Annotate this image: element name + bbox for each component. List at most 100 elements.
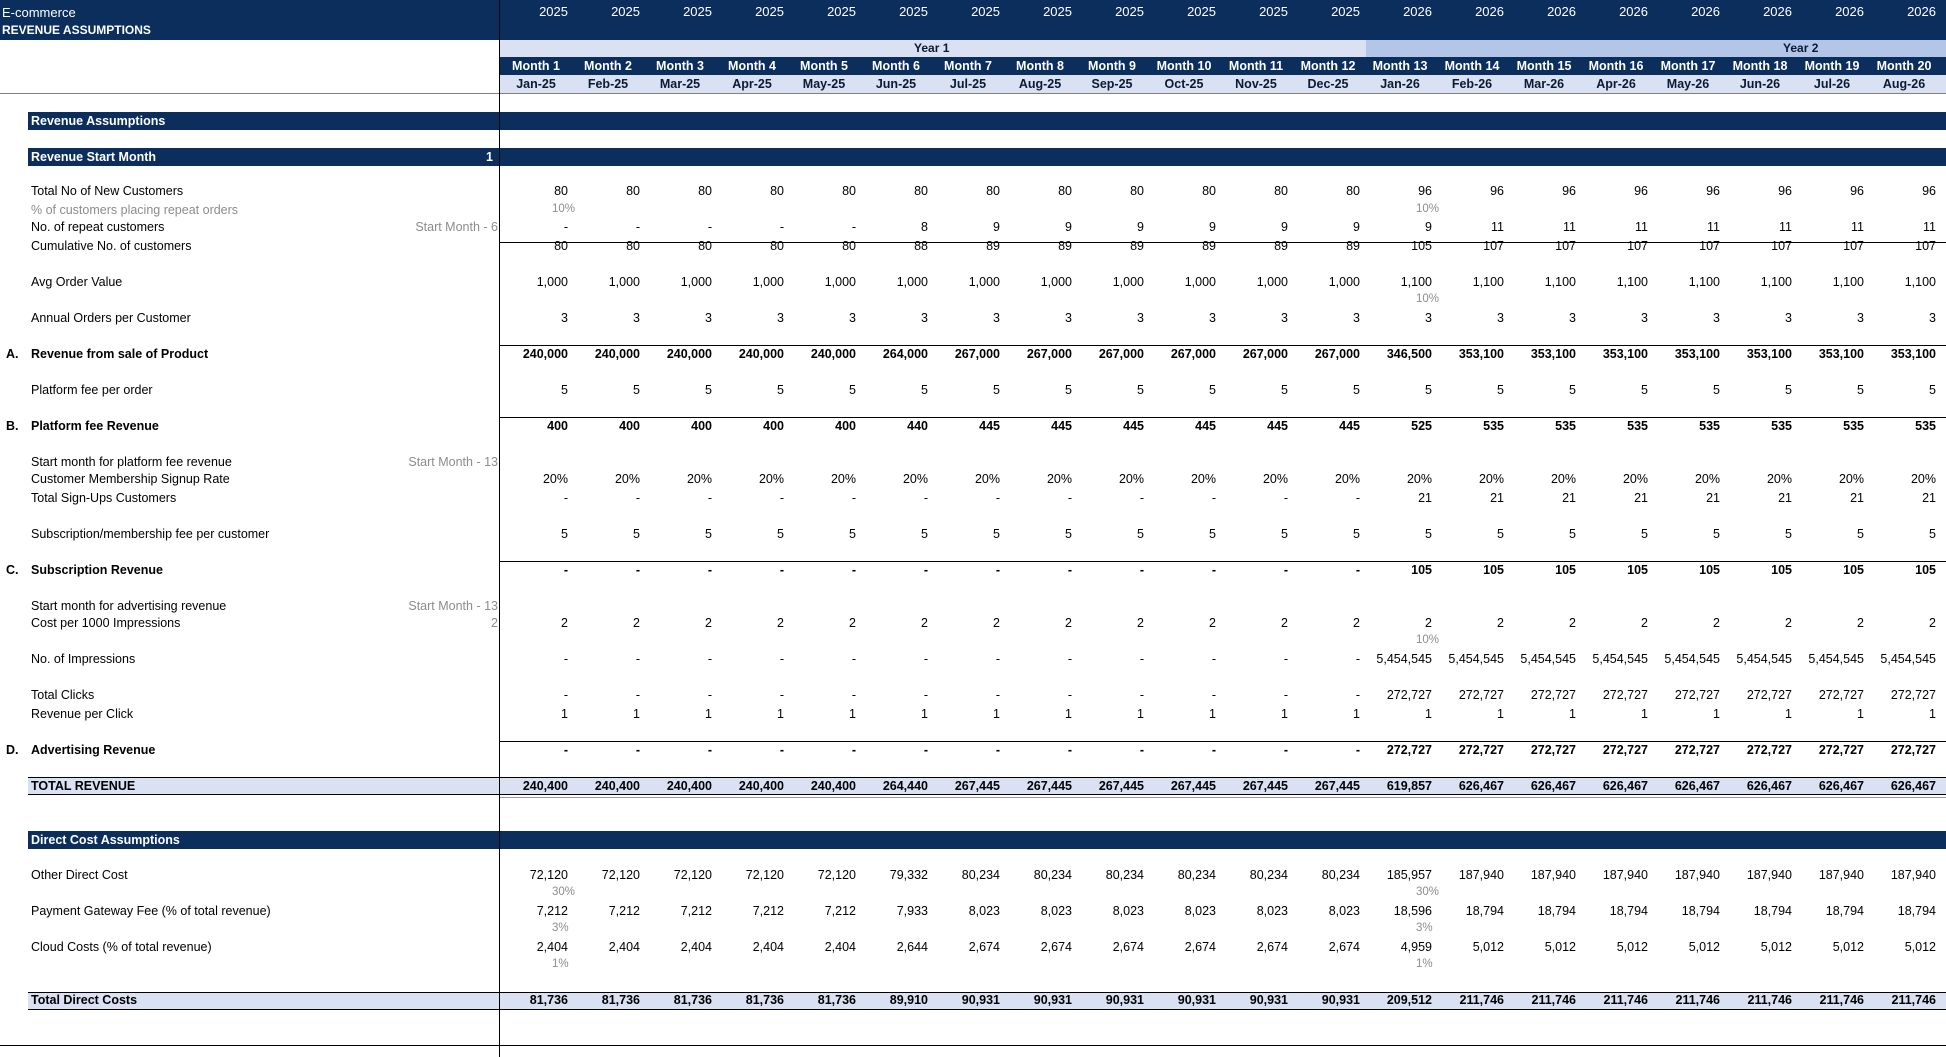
cell-repeat_customers[interactable]: 9 [1065, 220, 1072, 234]
month-header-cell[interactable]: Month 18 [1732, 59, 1788, 73]
cell-repeat_customers[interactable]: 11 [1635, 220, 1648, 234]
cell-clicks[interactable]: 272,727 [1674, 688, 1720, 702]
cell-cpm[interactable]: 2 [849, 616, 856, 630]
cell-platform_fee[interactable]: 5 [777, 383, 784, 397]
cell-cloud[interactable]: 5,012 [1904, 940, 1936, 954]
cell-total_rev[interactable]: 267,445 [1314, 779, 1360, 793]
cell-impressions[interactable]: 5,454,545 [1808, 652, 1864, 666]
cell-other_direct[interactable]: 72,120 [673, 868, 712, 882]
month-header-cell[interactable]: Month 1 [512, 59, 560, 73]
cell-impressions[interactable]: - [707, 652, 712, 666]
cell-rev_product[interactable]: 240,000 [522, 347, 568, 361]
cell-aov[interactable]: 1,000 [680, 275, 712, 289]
cell-signups[interactable]: 21 [1562, 491, 1576, 505]
cell-new_customers[interactable]: 80 [1274, 184, 1288, 198]
cell-aov[interactable]: 1,000 [608, 275, 640, 289]
cell-signup_rate[interactable]: 20% [1910, 472, 1936, 486]
cell-repeat_customers[interactable]: 9 [1209, 220, 1216, 234]
cell-gateway[interactable]: 7,212 [536, 904, 568, 918]
cell-signups[interactable]: - [779, 491, 784, 505]
cell-clicks[interactable]: 272,727 [1746, 688, 1792, 702]
cell-adv_rev[interactable]: 272,727 [1530, 743, 1576, 757]
cell-orders[interactable]: 3 [1929, 311, 1936, 325]
cell-repeat_customers[interactable]: 9 [1425, 220, 1432, 234]
cell-cumulative[interactable]: 107 [1483, 239, 1504, 253]
cell-platform_rev[interactable]: 400 [835, 419, 856, 433]
cell-rev_click[interactable]: 1 [1569, 707, 1576, 721]
cell-other_direct[interactable]: 187,940 [1530, 868, 1576, 882]
month-header-cell[interactable]: Month 13 [1372, 59, 1428, 73]
cell-total_rev[interactable]: 240,400 [738, 779, 784, 793]
cell-sub_rev[interactable]: - [1139, 563, 1144, 577]
cell-clicks[interactable]: - [1211, 688, 1216, 702]
cell-signups[interactable]: 21 [1778, 491, 1792, 505]
cell-aov[interactable]: 1,100 [1544, 275, 1576, 289]
month-header-cell[interactable]: Month 3 [656, 59, 704, 73]
cell-cpm[interactable]: 2 [1497, 616, 1504, 630]
cell-new_customers[interactable]: 96 [1490, 184, 1504, 198]
cell-total_direct[interactable]: 90,931 [1105, 993, 1144, 1007]
cell-adv_rev[interactable]: - [923, 743, 928, 757]
cell-clicks[interactable]: - [563, 688, 568, 702]
cell-aov[interactable]: 1,000 [536, 275, 568, 289]
cell-rev_product[interactable]: 240,000 [810, 347, 856, 361]
cell-platform_fee[interactable]: 5 [1065, 383, 1072, 397]
cell-impressions[interactable]: - [851, 652, 856, 666]
cell-platform_fee[interactable]: 5 [1281, 383, 1288, 397]
cell-cumulative[interactable]: 89 [1346, 239, 1360, 253]
cell-sub_fee[interactable]: 5 [1497, 527, 1504, 541]
cell-platform_rev[interactable]: 525 [1411, 419, 1432, 433]
cell-repeat_customers[interactable]: 9 [993, 220, 1000, 234]
month-header-cell[interactable]: Month 16 [1588, 59, 1644, 73]
cell-total_direct[interactable]: 81,736 [817, 993, 856, 1007]
cell-sub_rev[interactable]: 105 [1699, 563, 1720, 577]
cell-aov[interactable]: 1,000 [1040, 275, 1072, 289]
cell-aov[interactable]: 1,000 [1184, 275, 1216, 289]
cell-other_direct[interactable]: 72,120 [529, 868, 568, 882]
cell-cpm[interactable]: 2 [705, 616, 712, 630]
cell-adv_rev[interactable]: - [995, 743, 1000, 757]
cell-adv_rev[interactable]: 272,727 [1458, 743, 1504, 757]
cell-cpm[interactable]: 2 [1065, 616, 1072, 630]
date-header-cell[interactable]: Apr-26 [1596, 77, 1636, 91]
cell-signup_rate[interactable]: 20% [1406, 472, 1432, 486]
cell-clicks[interactable]: 272,727 [1458, 688, 1504, 702]
date-header-cell[interactable]: Nov-25 [1235, 77, 1277, 91]
cell-rev_click[interactable]: 1 [921, 707, 928, 721]
cell-signups[interactable]: 21 [1634, 491, 1648, 505]
cell-signup_rate[interactable]: 20% [1694, 472, 1720, 486]
month-header-cell[interactable]: Month 7 [944, 59, 992, 73]
cell-platform_fee[interactable]: 5 [633, 383, 640, 397]
cell-signups[interactable]: - [1355, 491, 1360, 505]
cell-gateway[interactable]: 8,023 [1328, 904, 1360, 918]
cell-sub_fee[interactable]: 5 [1137, 527, 1144, 541]
cell-clicks[interactable]: - [779, 688, 784, 702]
cell-new_customers[interactable]: 80 [554, 184, 568, 198]
cell-signups[interactable]: 21 [1490, 491, 1504, 505]
date-header-cell[interactable]: Jun-26 [1739, 77, 1781, 91]
cell-total_rev[interactable]: 619,857 [1386, 779, 1432, 793]
cell-signups[interactable]: - [1211, 491, 1216, 505]
cell-clicks[interactable]: - [635, 688, 640, 702]
cell-sub_fee[interactable]: 5 [1425, 527, 1432, 541]
cell-rev_product[interactable]: 264,000 [882, 347, 928, 361]
cell-other_direct[interactable]: 187,940 [1746, 868, 1792, 882]
cell-signups[interactable]: - [1139, 491, 1144, 505]
cell-adv_rev[interactable]: 272,727 [1890, 743, 1936, 757]
cell-rev_product[interactable]: 240,000 [594, 347, 640, 361]
cell-rev_click[interactable]: 1 [993, 707, 1000, 721]
cell-sub_rev[interactable]: - [995, 563, 1000, 577]
cell-repeat_customers[interactable]: - [779, 220, 784, 234]
cell-clicks[interactable]: - [995, 688, 1000, 702]
growth-rate-cpm[interactable]: 10% [1416, 634, 1440, 646]
cell-repeat_customers[interactable]: 8 [921, 220, 928, 234]
cell-orders[interactable]: 3 [633, 311, 640, 325]
cell-other_direct[interactable]: 72,120 [817, 868, 856, 882]
cell-cloud[interactable]: 2,674 [968, 940, 1000, 954]
cell-total_direct[interactable]: 81,736 [601, 993, 640, 1007]
cell-clicks[interactable]: 272,727 [1818, 688, 1864, 702]
cell-orders[interactable]: 3 [1569, 311, 1576, 325]
cell-platform_fee[interactable]: 5 [705, 383, 712, 397]
cell-orders[interactable]: 3 [1857, 311, 1864, 325]
cell-gateway[interactable]: 7,212 [824, 904, 856, 918]
